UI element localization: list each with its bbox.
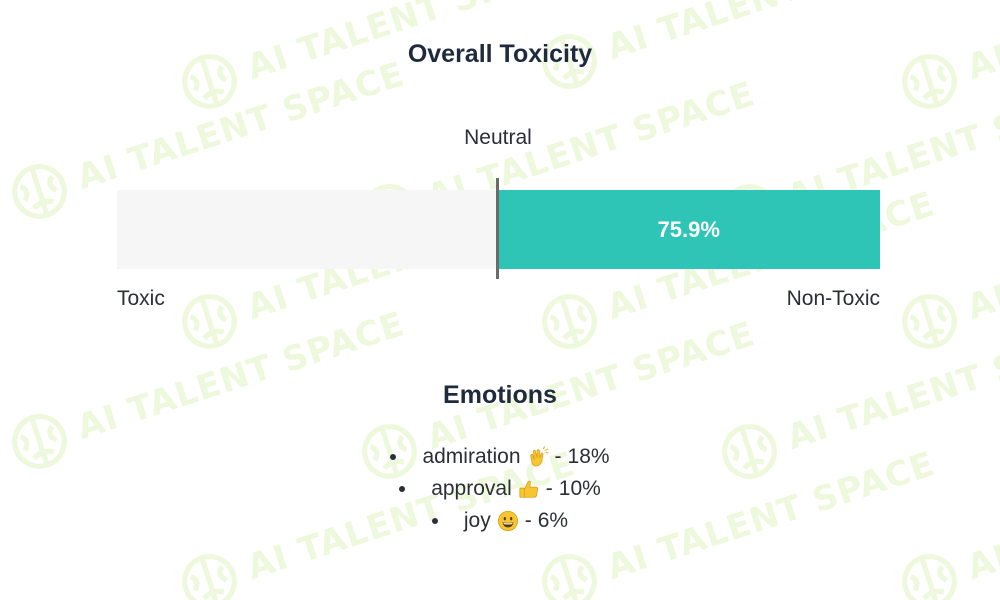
emotion-item-approval: approval - 10% [0,473,1000,505]
emotion-separator: - [524,509,532,532]
watermark-mark: AI TALENT SPACE [890,174,1000,361]
clapping-hands-icon [527,446,549,468]
emotion-list: admiration - 18% approval [0,441,1000,537]
toxicity-meter-fill: 75.9% [497,190,880,269]
emotion-separator: - [545,477,553,500]
toxicity-value-label: 75.9% [657,216,720,242]
emotion-value: 18% [567,445,610,468]
non-toxic-label: Non-Toxic [786,287,880,310]
emotion-value: 10% [558,477,601,500]
toxic-label: Toxic [117,287,165,310]
emotions-title: Emotions [443,381,557,409]
emotion-value: 6% [537,509,569,532]
emotion-name: joy [463,509,491,532]
emotion-item-joy: joy - 6% [0,505,1000,537]
thumbs-up-icon [518,478,540,500]
bullet-icon [399,486,406,492]
emotion-name: admiration [422,445,521,468]
bullet-icon [390,454,397,460]
emotion-item-admiration: admiration - 18% [0,441,1000,473]
emotion-separator: - [554,445,562,468]
toxicity-title: Overall Toxicity [407,40,593,68]
grinning-face-icon [497,510,519,532]
emotion-name: approval [431,477,512,500]
neutral-marker-line [496,178,499,279]
neutral-label: Neutral [464,126,532,149]
bullet-icon [431,518,438,524]
